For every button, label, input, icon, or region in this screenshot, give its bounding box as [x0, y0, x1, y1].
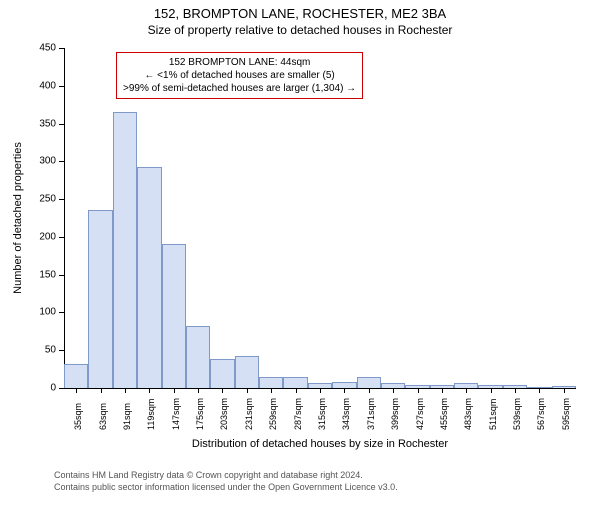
- x-tick-label: 399sqm: [390, 398, 400, 430]
- x-tick-mark: [466, 388, 467, 393]
- x-tick-label: 511sqm: [488, 399, 498, 430]
- x-tick-label: 539sqm: [512, 398, 522, 430]
- annotation-line-2: ← <1% of detached houses are smaller (5): [123, 69, 356, 82]
- x-tick-label: 175sqm: [195, 398, 205, 430]
- y-axis-line: [64, 48, 65, 388]
- x-tick-label: 315sqm: [317, 398, 327, 430]
- annotation-line-3: >99% of semi-detached houses are larger …: [123, 82, 356, 95]
- x-tick-label: 483sqm: [463, 398, 473, 430]
- y-tick-label: 100: [39, 307, 56, 318]
- x-tick-mark: [539, 388, 540, 393]
- y-tick-mark: [59, 237, 64, 238]
- chart-title: 152, BROMPTON LANE, ROCHESTER, ME2 3BA: [0, 6, 600, 21]
- y-tick-label: 200: [39, 231, 56, 242]
- x-tick-mark: [442, 388, 443, 393]
- x-tick-label: 287sqm: [293, 398, 303, 430]
- x-tick-mark: [101, 388, 102, 393]
- chart-subtitle: Size of property relative to detached ho…: [0, 23, 600, 37]
- x-tick-mark: [271, 388, 272, 393]
- annotation-box: 152 BROMPTON LANE: 44sqm ← <1% of detach…: [116, 52, 363, 99]
- histogram-bar: [357, 377, 381, 388]
- histogram-bar: [64, 364, 88, 388]
- chart-container: { "title": "152, BROMPTON LANE, ROCHESTE…: [0, 6, 600, 506]
- histogram-bar: [162, 244, 186, 388]
- x-tick-mark: [296, 388, 297, 393]
- x-tick-mark: [125, 388, 126, 393]
- x-tick-mark: [247, 388, 248, 393]
- y-tick-label: 300: [39, 156, 56, 167]
- y-tick-label: 450: [39, 43, 56, 54]
- x-tick-label: 595sqm: [561, 398, 571, 430]
- x-tick-mark: [393, 388, 394, 393]
- x-tick-mark: [222, 388, 223, 393]
- y-tick-mark: [59, 312, 64, 313]
- y-tick-mark: [59, 388, 64, 389]
- y-tick-mark: [59, 161, 64, 162]
- y-tick-mark: [59, 48, 64, 49]
- y-tick-mark: [59, 124, 64, 125]
- histogram-bar: [137, 167, 161, 388]
- y-tick-mark: [59, 86, 64, 87]
- x-tick-label: 427sqm: [415, 398, 425, 430]
- y-tick-mark: [59, 275, 64, 276]
- histogram-bar: [235, 356, 259, 388]
- y-tick-label: 250: [39, 194, 56, 205]
- x-tick-mark: [320, 388, 321, 393]
- footer-text: Contains HM Land Registry data © Crown c…: [54, 470, 398, 493]
- x-tick-mark: [564, 388, 565, 393]
- x-tick-label: 259sqm: [268, 398, 278, 430]
- x-tick-mark: [76, 388, 77, 393]
- y-tick-label: 0: [50, 383, 56, 394]
- histogram-bar: [88, 210, 112, 388]
- x-tick-mark: [491, 388, 492, 393]
- y-tick-label: 50: [45, 345, 56, 356]
- histogram-bar: [283, 377, 307, 388]
- histogram-bar: [113, 112, 137, 388]
- x-tick-label: 455sqm: [439, 398, 449, 430]
- x-tick-label: 91sqm: [122, 403, 132, 430]
- y-tick-mark: [59, 199, 64, 200]
- histogram-bar: [186, 326, 210, 388]
- y-axis-label: Number of detached properties: [12, 142, 24, 294]
- x-tick-label: 371sqm: [366, 398, 376, 430]
- x-tick-mark: [418, 388, 419, 393]
- footer-line-1: Contains HM Land Registry data © Crown c…: [54, 470, 398, 482]
- x-tick-label: 343sqm: [341, 398, 351, 430]
- x-axis-label: Distribution of detached houses by size …: [64, 438, 576, 450]
- x-tick-label: 231sqm: [244, 398, 254, 430]
- y-tick-mark: [59, 350, 64, 351]
- x-tick-mark: [515, 388, 516, 393]
- plot-area: 05010015020025030035040045035sqm63sqm91s…: [64, 48, 576, 388]
- x-tick-label: 203sqm: [219, 398, 229, 430]
- x-tick-mark: [369, 388, 370, 393]
- x-tick-mark: [149, 388, 150, 393]
- y-tick-label: 350: [39, 118, 56, 129]
- x-tick-label: 35sqm: [73, 403, 83, 430]
- x-tick-mark: [174, 388, 175, 393]
- footer-line-2: Contains public sector information licen…: [54, 482, 398, 494]
- x-tick-label: 147sqm: [171, 398, 181, 430]
- annotation-line-1: 152 BROMPTON LANE: 44sqm: [123, 56, 356, 69]
- x-tick-mark: [344, 388, 345, 393]
- x-tick-label: 119sqm: [146, 399, 156, 430]
- histogram-bar: [210, 359, 234, 388]
- y-tick-label: 400: [39, 80, 56, 91]
- x-tick-label: 567sqm: [536, 398, 546, 430]
- y-tick-label: 150: [39, 269, 56, 280]
- x-tick-mark: [198, 388, 199, 393]
- x-tick-label: 63sqm: [98, 403, 108, 430]
- histogram-bar: [259, 377, 283, 388]
